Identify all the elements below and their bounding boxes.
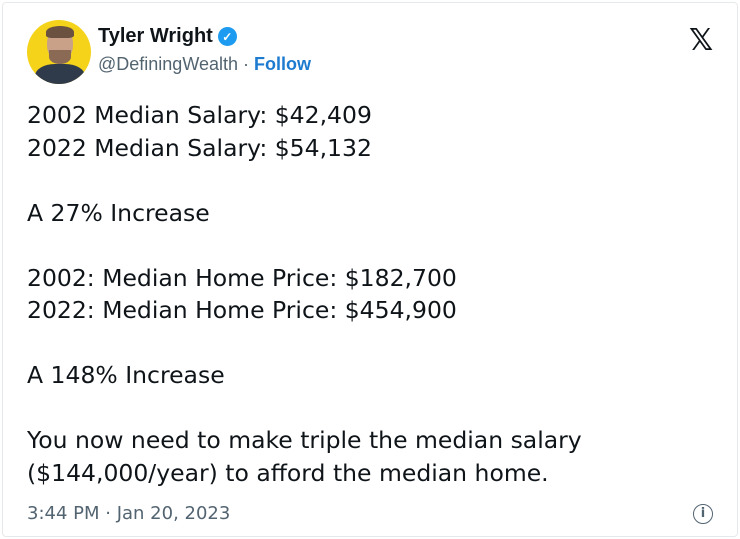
tweet-line: 2002 Median Salary: $42,409	[27, 101, 372, 129]
author-name-row[interactable]: Tyler Wright ✓	[98, 25, 237, 48]
info-icon[interactable]: i	[693, 504, 713, 524]
avatar-body	[35, 64, 85, 84]
timestamp[interactable]: 3:44 PM · Jan 20, 2023	[27, 503, 231, 524]
tweet-line	[27, 392, 582, 425]
x-logo-icon[interactable]: 𝕏	[689, 23, 714, 58]
author-handle-row: @DefiningWealth · Follow	[98, 54, 311, 75]
tweet-line: 2022: Median Home Price: $454,900	[27, 296, 457, 324]
author-name[interactable]: Tyler Wright	[98, 25, 213, 47]
avatar-hair	[46, 26, 74, 38]
verified-badge-icon: ✓	[217, 27, 237, 46]
tweet-line: You now need to make triple the median s…	[27, 426, 582, 454]
tweet-line: ($144,000/year) to afford the median hom…	[27, 458, 549, 487]
tweet-line	[27, 327, 582, 360]
avatar-beard	[49, 50, 71, 64]
tweet-line: A 27% Increase	[27, 198, 210, 227]
follow-button[interactable]: Follow	[254, 54, 312, 74]
tweet-line	[27, 164, 582, 197]
tweet-line: A 148% Increase	[27, 361, 225, 389]
tweet-line: 2022 Median Salary: $54,132	[27, 133, 372, 162]
tweet-text: 2002 Median Salary: $42,409 2022 Median …	[27, 99, 582, 489]
tweet-line	[27, 229, 582, 262]
tweet-line: 2002: Median Home Price: $182,700	[27, 263, 457, 292]
avatar[interactable]	[27, 20, 91, 84]
separator: ·	[243, 54, 250, 74]
author-handle[interactable]: @DefiningWealth	[98, 54, 239, 74]
